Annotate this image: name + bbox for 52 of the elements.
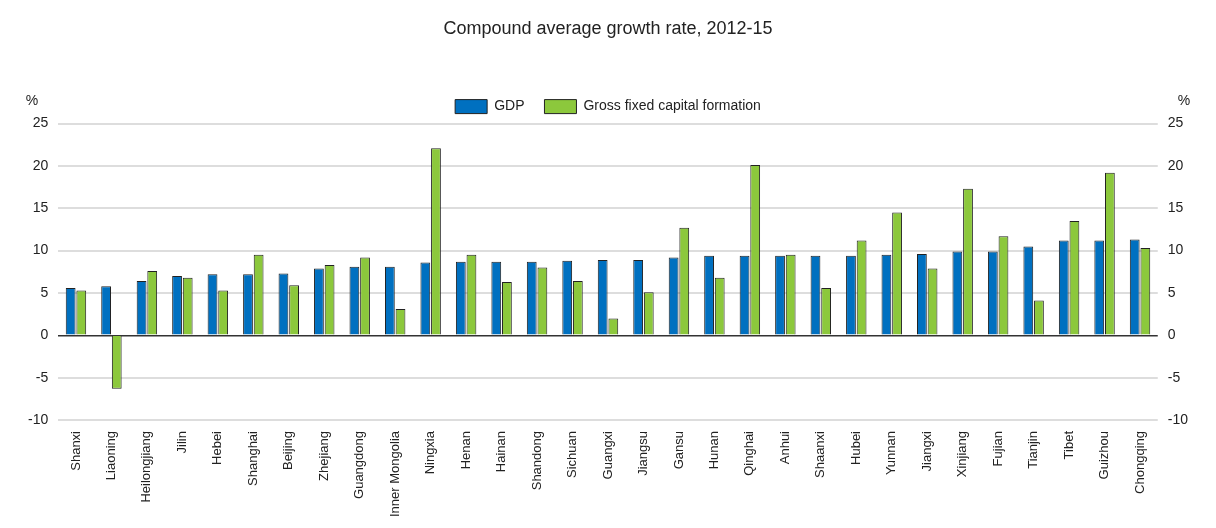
x-tick-label: Shaanxi [812, 430, 828, 478]
x-tick-label: Heilongjiang [138, 431, 154, 503]
y2-tick-label: -5 [1167, 368, 1181, 385]
y-tick-label: -5 [35, 368, 49, 385]
x-tick-label: Guangdong [351, 431, 367, 499]
y2-tick-label: 10 [1167, 241, 1184, 258]
x-tick-label: Hainan [493, 431, 509, 473]
y2-axis-title: % [1177, 92, 1191, 109]
x-tick-label: Yunnan [883, 431, 899, 476]
x-tick-label: Hubei [847, 430, 863, 465]
x-tick-label: Inner Mongolia [386, 430, 402, 517]
x-tick-label: Tianjin [1025, 431, 1041, 469]
x-tick-label: Zhejiang [315, 431, 331, 481]
y2-tick-label: 15 [1167, 199, 1184, 216]
y-tick-label: 0 [40, 326, 49, 343]
y2-tick-label: 0 [1167, 326, 1176, 343]
legend-label: Gross fixed capital formation [583, 97, 761, 114]
x-tick-label: Tibet [1060, 430, 1076, 460]
y-axis-title: % [25, 92, 39, 109]
x-tick-label: Liaoning [103, 431, 119, 481]
x-tick-label: Guangxi [599, 430, 615, 480]
y2-tick-label: 5 [1167, 283, 1176, 300]
y-tick-label: -10 [28, 410, 49, 427]
y-tick-label: 20 [32, 156, 49, 173]
y2-tick-label: 25 [1167, 114, 1184, 131]
x-tick-label: Chongqing [1131, 431, 1147, 494]
legend-label: GDP [494, 97, 525, 114]
x-tick-label: Gansu [670, 431, 686, 470]
x-tick-label: Jiangxi [918, 430, 934, 472]
x-tick-label: Henan [457, 431, 473, 470]
x-tick-label: Hunan [705, 431, 721, 470]
x-tick-label: Jiangsu [635, 431, 651, 476]
x-tick-label: Fujian [989, 431, 1005, 467]
x-tick-label: Shanghai [244, 430, 260, 486]
x-tick-label: Shandong [528, 431, 544, 491]
y-tick-label: 25 [32, 114, 49, 131]
x-tick-label: Jilin [173, 431, 189, 454]
x-tick-label: Xinjiang [954, 431, 970, 478]
x-tick-label: Ningxia [422, 430, 438, 475]
chart-title: Compound average growth rate, 2012-15 [443, 17, 773, 38]
x-tick-label: Beijing [280, 431, 296, 471]
y-tick-label: 15 [32, 199, 49, 216]
y2-tick-label: 20 [1167, 156, 1184, 173]
y2-tick-label: -10 [1167, 410, 1189, 427]
x-tick-label: Qinghai [741, 430, 757, 476]
x-tick-label: Anhui [776, 430, 792, 465]
y-tick-label: 10 [32, 241, 49, 258]
x-tick-label: Shanxi [67, 430, 83, 471]
x-tick-label: Sichuan [564, 431, 580, 478]
x-tick-label: Guizhou [1096, 431, 1112, 480]
x-tick-label: Hebei [209, 430, 225, 465]
y-tick-label: 5 [40, 283, 49, 300]
